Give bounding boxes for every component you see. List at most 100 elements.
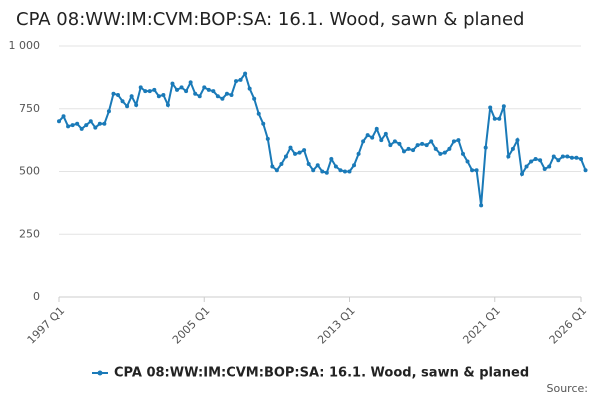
point [519, 172, 524, 177]
y-tick-label: 750 [19, 102, 40, 115]
point [579, 156, 583, 161]
x-tick-label: 2021 Q1 [460, 304, 503, 347]
point [429, 139, 434, 144]
point [392, 139, 397, 144]
point [66, 124, 71, 129]
point [211, 89, 216, 94]
point [365, 133, 370, 138]
point [270, 164, 275, 169]
point [106, 109, 111, 114]
point [165, 102, 170, 107]
point [501, 104, 506, 109]
point [247, 86, 252, 91]
point [97, 121, 102, 126]
point [492, 116, 497, 121]
point [483, 145, 488, 150]
point [424, 143, 429, 148]
point [460, 151, 465, 156]
point [156, 94, 161, 99]
point [456, 138, 461, 143]
point [102, 121, 107, 126]
point [57, 119, 61, 124]
point [556, 158, 561, 163]
y-tick-label: 250 [19, 227, 40, 240]
point [188, 80, 193, 85]
point [438, 151, 443, 156]
point [274, 168, 279, 173]
point [506, 154, 511, 159]
point [88, 119, 93, 124]
point [261, 121, 266, 126]
point [551, 154, 556, 159]
point [411, 148, 416, 153]
point [479, 203, 484, 208]
y-tick-label: 0 [33, 290, 40, 303]
point [256, 111, 261, 116]
source: Source: [547, 382, 589, 395]
point [184, 89, 189, 94]
point [370, 135, 375, 140]
point [252, 96, 257, 101]
point [583, 168, 588, 173]
point [560, 154, 565, 159]
point [197, 94, 202, 99]
point [175, 87, 180, 92]
point [338, 168, 343, 173]
point [547, 164, 552, 169]
point [565, 154, 570, 159]
point [234, 79, 239, 84]
point [79, 126, 84, 131]
point [320, 169, 325, 174]
point [569, 155, 574, 160]
point [129, 94, 134, 99]
point [193, 91, 198, 96]
point [279, 161, 284, 166]
point [433, 146, 438, 151]
point [120, 99, 125, 104]
point [238, 77, 243, 82]
point [379, 138, 384, 143]
point [542, 166, 547, 171]
point [374, 126, 379, 131]
point [152, 87, 157, 92]
point [179, 85, 184, 90]
point [465, 159, 470, 164]
series-line [58, 71, 587, 206]
x-tick-label: 2026 Q1 [547, 304, 590, 347]
point [397, 141, 402, 146]
point [356, 151, 361, 156]
point [352, 163, 357, 168]
point [574, 155, 579, 160]
point [202, 85, 207, 90]
point [388, 143, 393, 148]
point [93, 125, 98, 130]
point [347, 169, 352, 174]
point [533, 156, 538, 161]
point [406, 146, 411, 151]
point [342, 169, 347, 174]
point [265, 136, 270, 141]
point [529, 159, 534, 164]
chart-title: CPA 08:WW:IM:CVM:BOP:SA: 16.1. Wood, saw… [16, 9, 524, 30]
point [361, 139, 366, 144]
point [170, 81, 175, 86]
point [302, 148, 307, 153]
legend-label: CPA 08:WW:IM:CVM:BOP:SA: 16.1. Wood, saw… [114, 366, 529, 381]
point [383, 131, 388, 136]
point [333, 164, 338, 169]
point [311, 168, 316, 173]
point [497, 116, 502, 121]
point [229, 92, 234, 97]
point [283, 154, 288, 159]
point [84, 123, 89, 128]
point [324, 170, 329, 175]
point [524, 164, 529, 169]
point [329, 156, 334, 161]
point [315, 163, 320, 168]
point [420, 141, 425, 146]
point [474, 168, 479, 173]
point [538, 158, 543, 163]
point [61, 114, 66, 119]
point [116, 92, 121, 97]
